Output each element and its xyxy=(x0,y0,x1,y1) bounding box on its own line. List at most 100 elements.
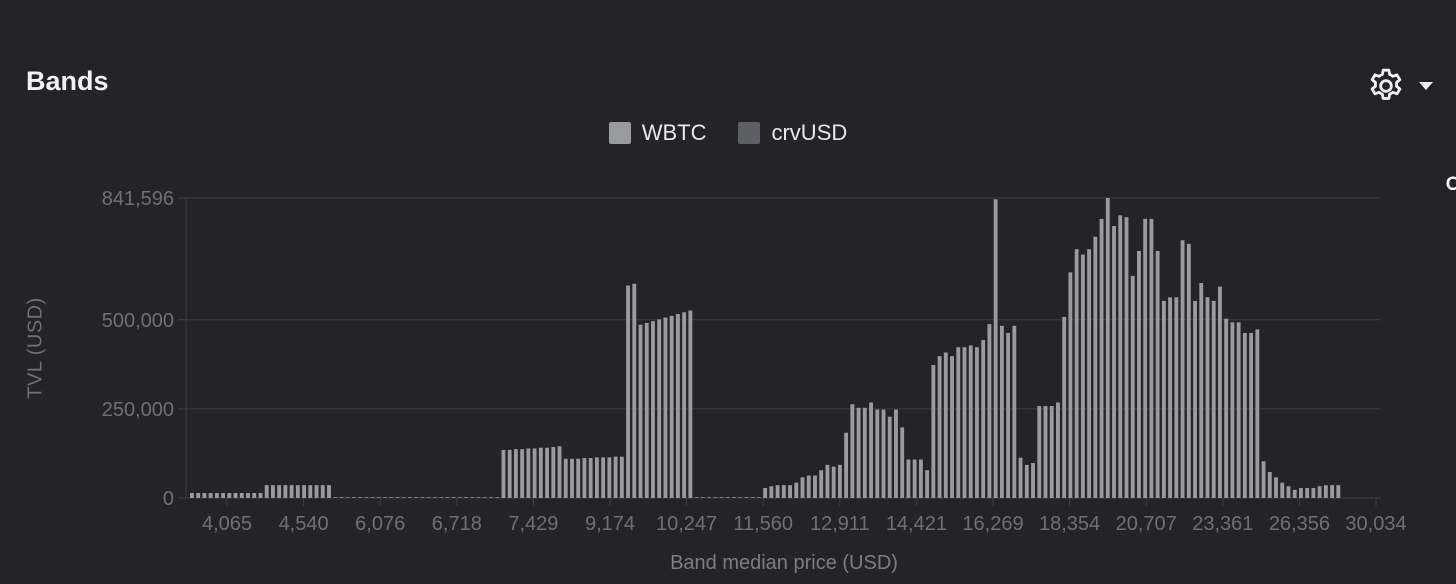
x-tick-label: 9,174 xyxy=(585,513,635,535)
bar-wbtc xyxy=(769,486,774,498)
bar-wbtc xyxy=(987,324,992,498)
x-axis-label: Band median price (USD) xyxy=(670,552,898,574)
y-tick-label: 250,000 xyxy=(102,399,174,421)
x-tick-label: 6,076 xyxy=(355,513,405,535)
bar-wbtc xyxy=(383,497,388,498)
bar-wbtc xyxy=(675,314,680,498)
bar-wbtc xyxy=(520,449,525,498)
y-tick-label: 0 xyxy=(163,488,174,510)
bar-wbtc xyxy=(632,283,637,498)
bar-wbtc xyxy=(1037,406,1042,498)
bar-wbtc xyxy=(358,497,363,498)
bar-wbtc xyxy=(1130,275,1135,498)
bar-wbtc xyxy=(196,493,201,498)
bar-wbtc xyxy=(264,485,269,498)
bar-wbtc xyxy=(1087,249,1092,498)
bar-wbtc xyxy=(414,497,419,498)
bar-wbtc xyxy=(376,497,381,498)
bar-wbtc xyxy=(725,497,730,498)
bar-wbtc xyxy=(1174,297,1179,498)
bar-wbtc xyxy=(869,402,873,498)
bar-wbtc xyxy=(1224,318,1229,498)
legend-item-crvusd[interactable]: crvUSD xyxy=(738,120,847,146)
bar-wbtc xyxy=(233,493,238,498)
bar-wbtc xyxy=(894,409,898,498)
bar-wbtc xyxy=(1193,300,1197,498)
bar-wbtc xyxy=(507,449,512,498)
bar-wbtc xyxy=(1074,249,1079,498)
bar-wbtc xyxy=(295,485,300,498)
x-tick-label: 6,718 xyxy=(432,513,482,535)
bar-wbtc xyxy=(482,497,487,498)
bar-wbtc xyxy=(763,488,768,498)
bar-wbtc xyxy=(781,485,786,498)
bar-wbtc xyxy=(208,493,213,498)
bar-wbtc xyxy=(1031,463,1035,498)
bar-wbtc xyxy=(651,321,655,498)
bar-wbtc xyxy=(794,482,799,498)
bar-wbtc xyxy=(408,497,412,498)
bar-wbtc xyxy=(1155,250,1160,498)
bar-wbtc xyxy=(1299,488,1303,498)
bar-wbtc xyxy=(1093,236,1098,498)
bar-wbtc xyxy=(750,497,755,498)
bar-wbtc xyxy=(1218,286,1222,498)
x-tick-label: 10,247 xyxy=(656,513,717,535)
bar-wbtc xyxy=(320,485,325,498)
bar-wbtc xyxy=(1230,322,1235,498)
page-title: Bands xyxy=(26,66,109,96)
legend-item-wbtc[interactable]: WBTC xyxy=(608,120,706,146)
bar-wbtc xyxy=(314,485,319,498)
bar-wbtc xyxy=(395,497,400,498)
bar-wbtc xyxy=(489,497,493,498)
bar-wbtc xyxy=(476,497,481,498)
bar-wbtc xyxy=(887,416,892,498)
bar-wbtc xyxy=(968,345,973,498)
bar-wbtc xyxy=(439,497,444,498)
bar-wbtc xyxy=(700,497,705,498)
bar-wbtc xyxy=(619,456,624,498)
x-tick-label: 26,356 xyxy=(1269,513,1330,535)
bar-wbtc xyxy=(364,497,369,498)
bar-wbtc xyxy=(1018,457,1023,498)
settings-menu-button[interactable] xyxy=(1366,64,1438,108)
bar-wbtc xyxy=(582,458,587,498)
bar-wbtc xyxy=(663,317,668,498)
bar-wbtc xyxy=(551,447,556,498)
bar-wbtc xyxy=(806,475,811,498)
bar-wbtc xyxy=(1180,240,1185,498)
bar-wbtc xyxy=(881,409,886,498)
x-tick-label: 4,540 xyxy=(279,513,329,535)
bar-wbtc xyxy=(682,312,687,498)
bar-wbtc xyxy=(1330,485,1335,498)
bar-wbtc xyxy=(819,470,824,498)
bar-wbtc xyxy=(588,458,593,498)
bar-wbtc xyxy=(594,457,599,498)
x-tick-label: 18,354 xyxy=(1039,513,1100,535)
bar-wbtc xyxy=(570,458,574,498)
bar-wbtc xyxy=(707,497,711,498)
legend-swatch-crvusd xyxy=(738,122,761,144)
bar-wbtc xyxy=(607,457,612,498)
bar-wbtc xyxy=(1261,461,1266,498)
bar-wbtc xyxy=(831,466,836,498)
bar-wbtc xyxy=(844,432,849,498)
bar-wbtc xyxy=(239,493,244,498)
bar-wbtc xyxy=(470,497,475,498)
bar-wbtc xyxy=(775,485,780,498)
bar-wbtc xyxy=(825,464,830,498)
bar-wbtc xyxy=(906,459,911,498)
bar-wbtc xyxy=(252,493,257,498)
x-tick-label: 4,065 xyxy=(202,513,252,535)
bar-wbtc xyxy=(999,325,1004,498)
bar-wbtc xyxy=(613,456,618,498)
bar-wbtc xyxy=(1211,300,1216,498)
bar-wbtc xyxy=(931,365,936,498)
bar-wbtc xyxy=(738,497,743,498)
bar-wbtc xyxy=(925,470,930,498)
bar-wbtc xyxy=(937,356,942,498)
bar-wbtc xyxy=(1012,325,1017,498)
bar-wbtc xyxy=(1199,283,1204,498)
x-tick-label: 16,269 xyxy=(962,513,1023,535)
bar-wbtc xyxy=(1124,217,1129,498)
